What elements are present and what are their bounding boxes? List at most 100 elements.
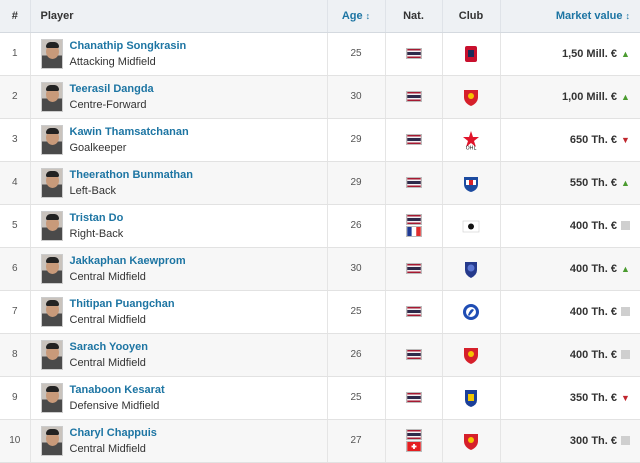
market-value[interactable]: 400 Th. €	[569, 305, 617, 318]
player-age: 25	[326, 32, 385, 76]
player-name-link[interactable]: Theerathon Bunmathan	[69, 168, 193, 181]
header-nat: Nat.	[384, 0, 442, 33]
market-value[interactable]: 650 Th. €	[569, 133, 617, 146]
trend-flat-icon	[621, 306, 630, 316]
trend-down-icon: ▼	[621, 392, 630, 403]
player-name-link[interactable]: Jakkaphan Kaewprom	[69, 254, 186, 267]
ohl-crest-icon[interactable]: OHL	[462, 130, 480, 150]
sort-icon[interactable]: ↕	[365, 10, 371, 21]
thailand-flag-icon	[405, 306, 422, 317]
market-value[interactable]: 400 Th. €	[569, 219, 617, 232]
player-name-link[interactable]: Thitipan Puangchan	[69, 297, 175, 310]
market-value[interactable]: 400 Th. €	[569, 348, 617, 361]
thailand-flag-icon	[405, 177, 422, 188]
club-cell	[441, 32, 500, 76]
blue-crest-icon[interactable]	[462, 259, 480, 279]
market-value[interactable]: 400 Th. €	[569, 262, 617, 275]
trend-up-icon: ▲	[621, 263, 630, 274]
nationality-cell	[384, 376, 442, 420]
player-age: 25	[326, 376, 385, 420]
player-age: 30	[326, 75, 385, 119]
header-player[interactable]: Player	[29, 0, 327, 33]
table-body: 1 Chanathip Songkrasin Attacking Midfiel…	[0, 32, 640, 463]
player-name-link[interactable]: Kawin Thamsatchanan	[69, 125, 189, 138]
row-number: 3	[0, 118, 30, 162]
red-crest-icon[interactable]	[462, 44, 480, 64]
thailand-flag-icon	[405, 392, 422, 403]
market-value[interactable]: 1,00 Mill. €	[561, 90, 617, 103]
market-value[interactable]: 1,50 Mill. €	[561, 47, 617, 60]
market-value-cell: 400 Th. €	[499, 204, 640, 248]
club-cell	[441, 247, 500, 291]
nationality-cell	[384, 204, 442, 248]
thailand-flag-icon	[405, 214, 422, 225]
round-blue-crest-icon[interactable]	[462, 302, 480, 322]
market-value-cell: 400 Th. € ▲	[499, 247, 640, 291]
row-number: 8	[0, 333, 30, 377]
nationality-cell	[384, 290, 442, 334]
blue-white-crest-icon[interactable]	[462, 173, 480, 193]
nationality-cell	[384, 75, 442, 119]
nationality-cell	[384, 419, 442, 463]
player-photo[interactable]	[40, 253, 63, 284]
header-market-value[interactable]: Market value ↕	[499, 0, 640, 33]
player-photo[interactable]	[40, 38, 63, 69]
player-name-link[interactable]: Charyl Chappuis	[69, 426, 157, 439]
row-number: 2	[0, 75, 30, 119]
player-cell: Tanaboon Kesarat Defensive Midfield	[29, 376, 327, 420]
trend-flat-icon	[621, 349, 630, 359]
market-value[interactable]: 550 Th. €	[569, 176, 617, 189]
market-value-cell: 650 Th. € ▼	[499, 118, 640, 162]
player-position: Central Midfield	[69, 356, 146, 369]
table-row: 6 Jakkaphan Kaewprom Central Midfield 30…	[0, 247, 640, 291]
red-shield-crest-icon[interactable]	[462, 87, 480, 107]
table-row: 5 Tristan Do Right-Back 26 400 Th. €	[0, 204, 640, 248]
club-cell	[441, 333, 500, 377]
blue-shield-crest-icon[interactable]	[462, 388, 480, 408]
market-value[interactable]: 350 Th. €	[569, 391, 617, 404]
player-position: Goalkeeper	[69, 141, 127, 154]
sort-icon[interactable]: ↕	[625, 10, 631, 21]
thailand-flag-icon	[405, 263, 422, 274]
red-shield-crest-icon[interactable]	[462, 431, 480, 451]
player-cell: Kawin Thamsatchanan Goalkeeper	[29, 118, 327, 162]
player-photo[interactable]	[40, 382, 63, 413]
trend-up-icon: ▲	[621, 177, 630, 188]
table-row: 7 Thitipan Puangchan Central Midfield 25…	[0, 290, 640, 334]
header-market-value-label[interactable]: Market value	[555, 9, 623, 22]
svg-text:OHL: OHL	[466, 145, 477, 150]
player-cell: Charyl Chappuis Central Midfield	[29, 419, 327, 463]
row-number: 5	[0, 204, 30, 248]
player-photo[interactable]	[40, 81, 63, 112]
row-number: 9	[0, 376, 30, 420]
red-shield-crest-icon[interactable]	[462, 345, 480, 365]
player-name-link[interactable]: Tanaboon Kesarat	[69, 383, 165, 396]
table-row: 10 Charyl Chappuis Central Midfield 27 3…	[0, 419, 640, 463]
player-name-link[interactable]: Teerasil Dangda	[69, 82, 154, 95]
player-photo[interactable]	[40, 167, 63, 198]
player-photo[interactable]	[40, 296, 63, 327]
player-cell: Theerathon Bunmathan Left-Back	[29, 161, 327, 205]
row-number: 10	[0, 419, 30, 463]
france-flag-icon	[405, 226, 422, 237]
player-age: 25	[326, 290, 385, 334]
header-age[interactable]: Age ↕	[326, 0, 385, 33]
trend-flat-icon	[621, 435, 630, 445]
club-cell	[441, 419, 500, 463]
player-photo[interactable]	[40, 210, 63, 241]
header-age-label[interactable]: Age	[341, 9, 363, 22]
player-photo[interactable]	[40, 124, 63, 155]
player-age: 29	[326, 161, 385, 205]
market-value-cell: 1,50 Mill. € ▲	[499, 32, 640, 76]
table-row: 1 Chanathip Songkrasin Attacking Midfiel…	[0, 32, 640, 76]
player-photo[interactable]	[40, 425, 63, 456]
table-row: 3 Kawin Thamsatchanan Goalkeeper 29 OHL …	[0, 118, 640, 162]
switzerland-flag-icon	[405, 441, 422, 452]
player-photo[interactable]	[40, 339, 63, 370]
player-name-link[interactable]: Sarach Yooyen	[69, 340, 148, 353]
player-name-link[interactable]: Tristan Do	[69, 211, 124, 224]
japan-flag-icon[interactable]	[462, 216, 480, 236]
player-name-link[interactable]: Chanathip Songkrasin	[69, 39, 187, 52]
market-value[interactable]: 300 Th. €	[569, 434, 617, 447]
